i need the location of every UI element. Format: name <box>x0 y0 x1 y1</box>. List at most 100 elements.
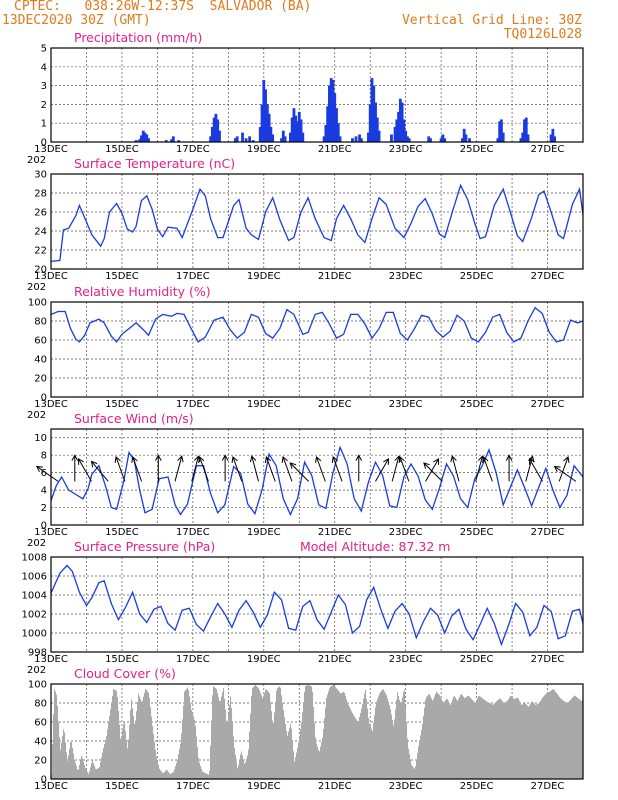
cloud-cover-bar <box>477 698 479 779</box>
cloud-cover-bar <box>385 693 387 779</box>
cloud-cover-bar <box>269 693 271 779</box>
cloud-cover-bar <box>245 762 247 779</box>
cloud-cover-bar <box>181 733 183 779</box>
cloud-cover-xtick-label: 27DEC <box>531 781 565 792</box>
humidity-panel: 0 20 40 60 80 100 Relative Humidity (%) 13DEC 15… <box>27 284 584 421</box>
precipitation-bar <box>395 119 399 142</box>
cloud-cover-bar <box>418 746 420 779</box>
cloud-cover-bar <box>486 701 488 779</box>
cloud-cover-bar <box>319 751 321 779</box>
cloud-cover-bar <box>264 692 266 779</box>
cloud-cover-bar <box>52 744 54 779</box>
precipitation-bar <box>443 138 447 142</box>
cloud-cover-bar <box>406 722 408 779</box>
cloud-cover-bar <box>435 693 437 779</box>
cloud-cover-bar <box>293 751 295 779</box>
cloud-cover-bar <box>192 713 194 779</box>
cloud-cover-bar <box>401 701 403 779</box>
precipitation-bar <box>301 132 305 142</box>
cloud-cover-bar <box>88 773 90 779</box>
cloud-cover-bar <box>408 748 410 779</box>
precipitation-bar <box>519 138 523 142</box>
wind-ytick-label: 6 <box>41 468 47 479</box>
precipitation-bar <box>521 132 525 142</box>
cloud-cover-bar <box>446 698 448 779</box>
cloud-cover-bar <box>300 728 302 779</box>
precipitation-bar <box>210 126 214 142</box>
cloud-cover-bar <box>207 774 209 779</box>
cloud-cover-bar <box>63 729 65 779</box>
precipitation-ytick-label: 4 <box>41 62 47 73</box>
precipitation-bar <box>390 134 393 142</box>
cloud-cover-bar <box>354 716 356 779</box>
cloud-cover-bar <box>554 690 556 779</box>
humidity-ytick-label: 0 <box>41 393 47 404</box>
cloud-cover-bar <box>428 694 430 779</box>
cloud-cover-bar <box>494 703 496 779</box>
wind-xtick-label: 21DEC <box>318 527 352 538</box>
precipitation-xtick-label: 25DEC <box>460 144 494 155</box>
wind-xtick-label: 25DEC <box>460 527 494 538</box>
cloud-cover-bar <box>520 702 522 779</box>
pressure-ytick-label: 1008 <box>22 553 47 564</box>
cloud-cover-bar <box>210 745 212 779</box>
cloud-cover-bar <box>101 757 103 779</box>
cloud-cover-bar <box>491 704 493 779</box>
cloud-cover-bar <box>546 693 548 779</box>
header-datetime: 13DEC2020 30Z (GMT) <box>2 13 151 28</box>
wind-arrow <box>264 455 276 482</box>
wind-arrow <box>289 462 310 482</box>
cloud-cover-bar <box>318 749 320 779</box>
cloud-cover-bar <box>147 691 149 779</box>
pressure-year-label: 202 <box>27 665 46 676</box>
precipitation-bar <box>164 140 168 142</box>
wind-line <box>51 445 583 517</box>
cloud-cover-bar <box>275 701 277 779</box>
temperature-xtick-label: 19DEC <box>247 271 281 282</box>
cloud-cover-bar <box>118 710 120 779</box>
cloud-cover-bar <box>263 695 265 779</box>
cloud-cover-bar <box>303 702 305 779</box>
cloud-cover-bar <box>198 758 200 779</box>
cloud-cover-bar <box>421 730 423 779</box>
pressure-xtick-label: 21DEC <box>318 654 352 665</box>
wind-arrow <box>221 454 229 482</box>
humidity-xtick-label: 13DEC <box>34 399 68 410</box>
cloud-cover-bar <box>398 696 400 779</box>
cloud-cover-bar <box>218 697 220 779</box>
cloud-cover-bar <box>95 768 97 779</box>
cloud-cover-bar <box>145 688 147 779</box>
cloud-cover-bar <box>444 701 446 779</box>
cloud-cover-bar <box>76 766 78 779</box>
cloud-cover-bar <box>463 696 465 779</box>
cloud-cover-bar <box>439 695 441 779</box>
cloud-cover-bar <box>381 690 383 779</box>
cloud-cover-bar <box>361 709 363 779</box>
cloud-cover-bar <box>498 699 500 779</box>
cloud-cover-bar <box>413 767 415 779</box>
humidity-ytick-label: 60 <box>34 336 47 347</box>
cloud-cover-bar <box>126 739 128 779</box>
cloud-cover-bar <box>295 757 297 779</box>
cloud-cover-bar <box>410 759 412 779</box>
cloud-cover-bar <box>61 742 63 779</box>
cloud-cover-bar <box>131 699 133 779</box>
cloud-cover-bar <box>223 687 225 779</box>
temperature-panel: 20 22 24 26 28 30 Surface Temperature (nC) 13DE… <box>27 156 584 293</box>
cloud-cover-bar <box>382 689 384 779</box>
cloud-cover-bar <box>206 773 208 779</box>
cloud-cover-bar <box>542 697 544 779</box>
cloud-cover-bar <box>371 728 373 779</box>
header-grid-line: Vertical Grid Line: 30Z <box>401 13 582 28</box>
cloud-cover-bar <box>258 688 260 779</box>
wind-ytick-label: 8 <box>41 451 47 462</box>
precipitation-bar <box>358 134 361 142</box>
cloud-cover-bar <box>98 768 100 779</box>
cloud-cover-bar <box>466 696 468 779</box>
cloud-cover-bar <box>226 720 228 779</box>
precipitation-bar <box>209 136 212 142</box>
pressure-xtick-label: 15DEC <box>105 654 139 665</box>
humidity-title: Relative Humidity (%) <box>74 284 211 299</box>
cloud-cover-bar <box>429 694 431 779</box>
